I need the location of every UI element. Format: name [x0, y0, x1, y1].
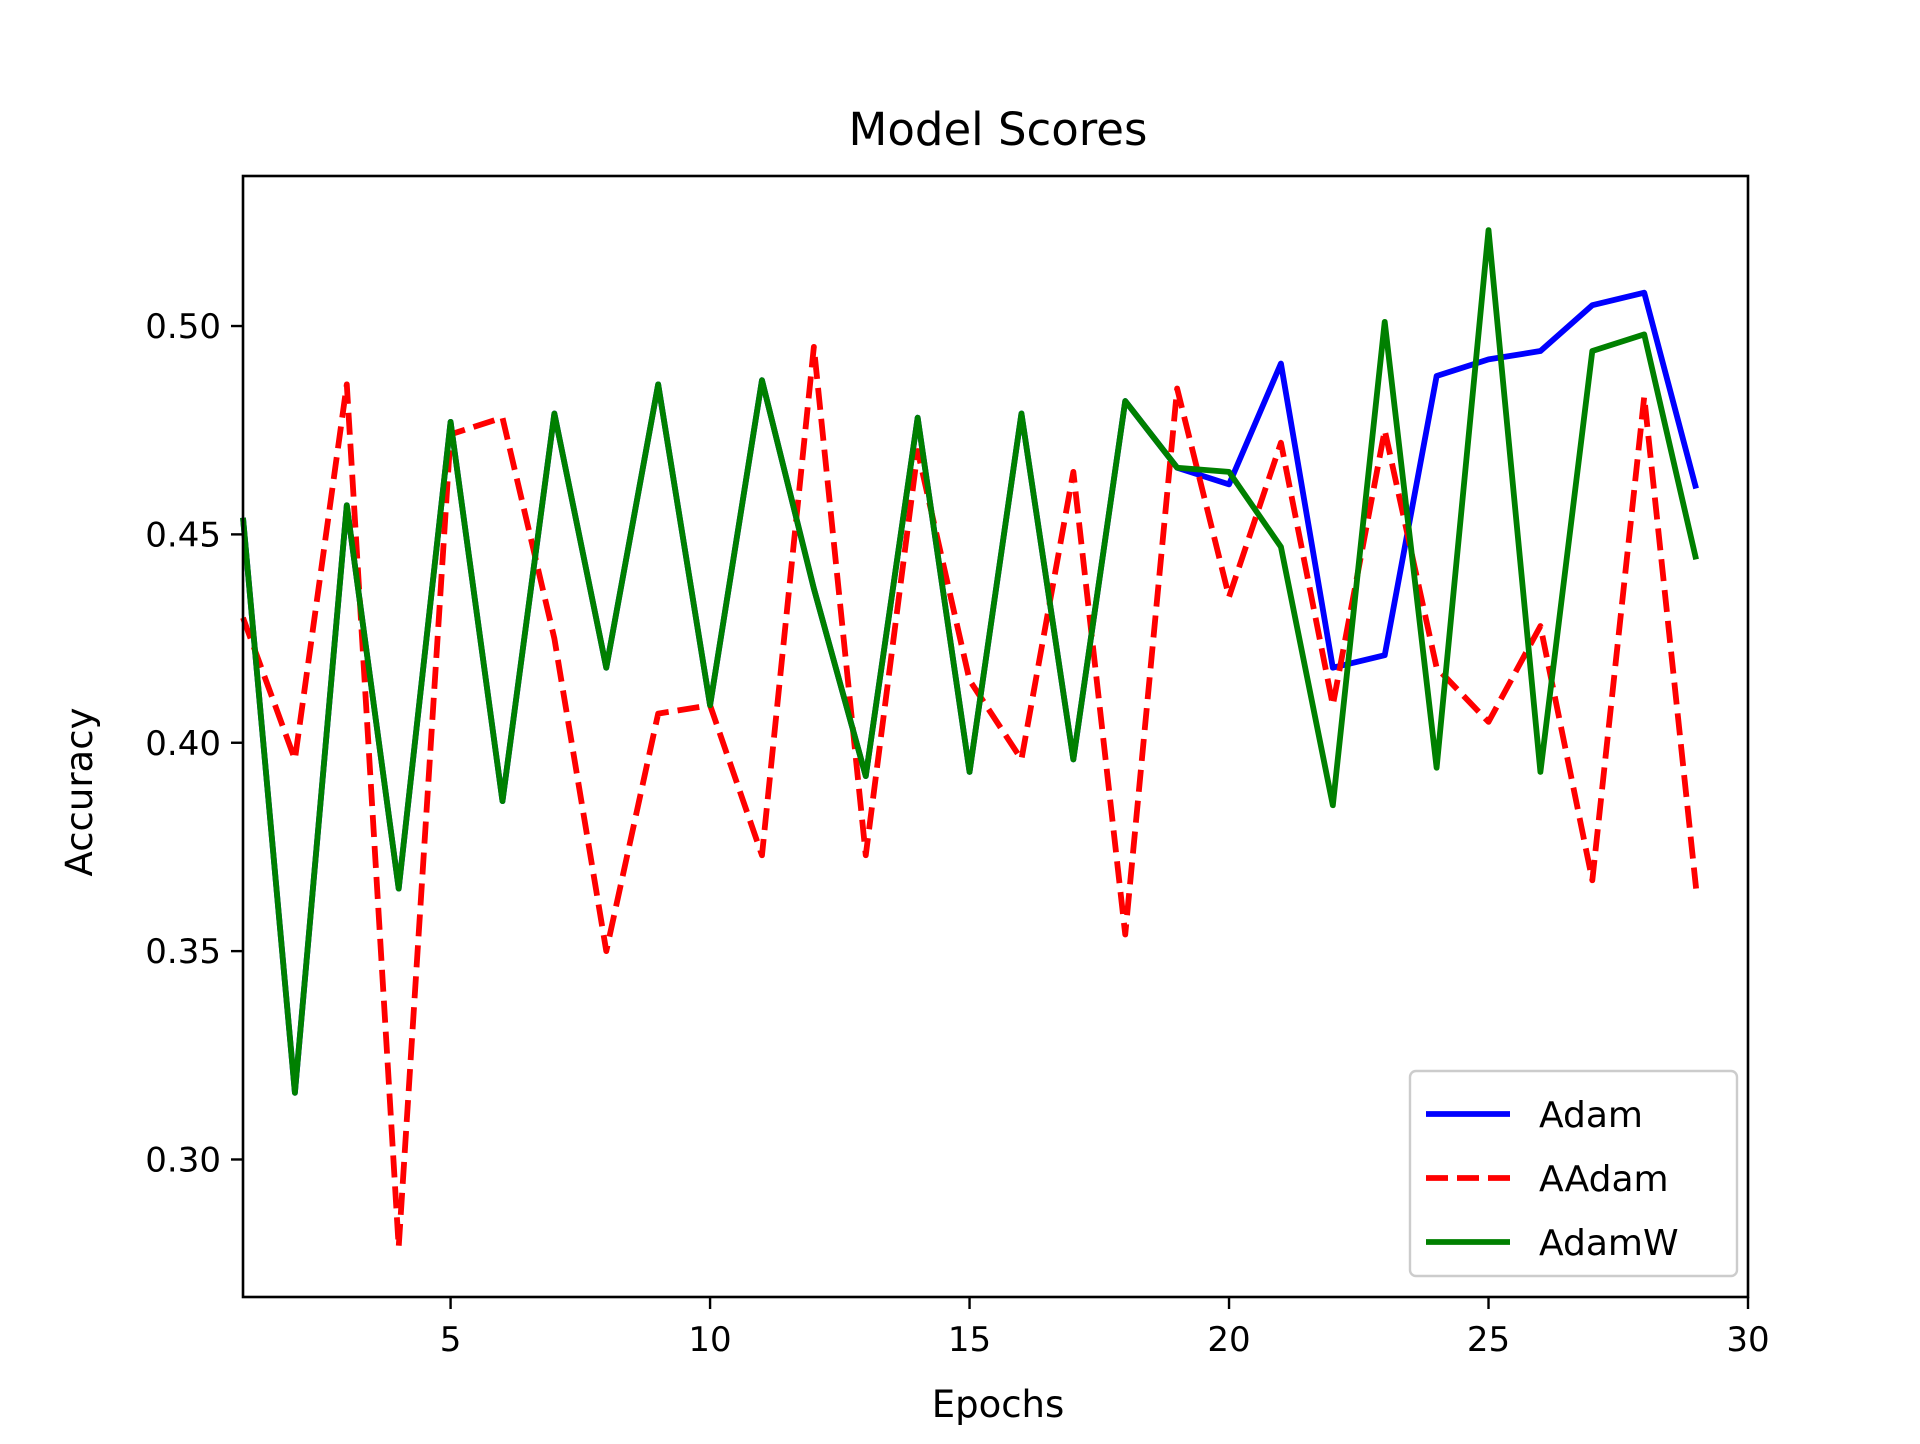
x-tick-label: 25	[1467, 1320, 1510, 1360]
legend-entry-adamw: AdamW	[1426, 1223, 1679, 1264]
y-axis-label: Accuracy	[58, 708, 101, 877]
legend-label: AdamW	[1539, 1223, 1679, 1264]
legend-box	[1408, 1069, 1739, 1278]
legend-label: Adam	[1539, 1095, 1643, 1136]
y-tick-label: 0.50	[145, 307, 221, 347]
x-axis-label: Epochs	[932, 1383, 1065, 1426]
x-tick-label: 30	[1726, 1320, 1769, 1360]
y-tick-label: 0.45	[145, 515, 221, 555]
plot-area-frame	[241, 174, 1750, 1299]
x-axis: 5 10 15 20 25 30	[440, 1297, 1770, 1360]
y-tick-label: 0.35	[145, 932, 221, 972]
legend-entry-aadam: AAdam	[1426, 1159, 1669, 1200]
chart-title: Model Scores	[849, 103, 1148, 156]
series-layer	[240, 227, 1699, 1250]
x-tick-label: 10	[688, 1320, 731, 1360]
y-tick-label: 0.30	[145, 1140, 221, 1180]
series-line-adamw	[240, 227, 1699, 1096]
x-tick-label: 5	[440, 1320, 462, 1360]
series-line-aadam	[240, 343, 1699, 1250]
x-tick-label: 15	[948, 1320, 991, 1360]
y-tick-label: 0.40	[145, 724, 221, 764]
legend-label: AAdam	[1539, 1159, 1669, 1200]
legend: Adam AAdam AdamW	[1408, 1069, 1739, 1278]
legend-entry-adam: Adam	[1426, 1095, 1643, 1136]
x-tick-label: 20	[1207, 1320, 1250, 1360]
y-axis: 0.30 0.35 0.40 0.45 0.50	[145, 307, 243, 1180]
